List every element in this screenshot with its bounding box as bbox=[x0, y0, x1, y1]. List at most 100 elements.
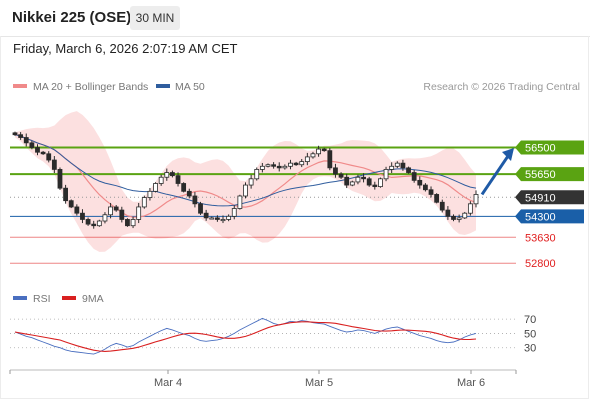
candle-body bbox=[282, 165, 288, 169]
rsi-legend-label: RSI bbox=[33, 293, 51, 305]
candle bbox=[428, 186, 434, 198]
candle-body bbox=[304, 156, 310, 162]
candle bbox=[113, 205, 119, 212]
candle-body bbox=[136, 206, 142, 220]
candle-body bbox=[265, 164, 271, 167]
candle bbox=[243, 182, 248, 199]
candle bbox=[316, 145, 321, 157]
candle-body bbox=[147, 190, 153, 198]
candle-body bbox=[338, 173, 344, 178]
candle-body bbox=[445, 209, 451, 217]
candle-body bbox=[192, 195, 198, 205]
timeframe-button[interactable]: 30 MIN bbox=[130, 6, 180, 30]
candle bbox=[164, 168, 170, 181]
forecast-arrow-shaft bbox=[480, 155, 510, 196]
candle bbox=[254, 167, 260, 181]
candle-body bbox=[46, 153, 52, 161]
candle bbox=[248, 174, 254, 189]
candle bbox=[271, 162, 277, 169]
candle-body bbox=[456, 217, 462, 220]
candle-body bbox=[389, 165, 395, 170]
candle-body bbox=[411, 172, 417, 181]
candle-body bbox=[214, 217, 220, 220]
candle-body bbox=[74, 206, 80, 214]
candle-body bbox=[327, 150, 333, 169]
candle bbox=[12, 131, 18, 136]
candle bbox=[355, 174, 361, 185]
candle-body bbox=[394, 162, 400, 167]
level-label-52800: 52800 bbox=[525, 258, 556, 270]
ma-bb-legend-swatch bbox=[13, 84, 27, 88]
ma50-line bbox=[14, 134, 477, 207]
ma20-line bbox=[14, 134, 477, 218]
candle bbox=[265, 163, 271, 168]
x-axis: Mar 4 Mar 5 Mar 6 bbox=[9, 370, 517, 389]
candle bbox=[383, 166, 389, 182]
candle bbox=[23, 133, 29, 147]
candle bbox=[338, 172, 344, 179]
candle-body bbox=[299, 161, 305, 166]
rsi-ma-legend-swatch bbox=[62, 296, 76, 300]
candle bbox=[473, 190, 479, 208]
level-labels-layer: 56500 55650 54910 54300 53630 52800 bbox=[515, 140, 584, 270]
candle-body bbox=[63, 187, 68, 202]
candle bbox=[467, 201, 473, 216]
candle-body bbox=[141, 197, 147, 208]
ma50-legend-label: MA 50 bbox=[175, 81, 205, 93]
candle bbox=[451, 214, 456, 222]
candle bbox=[406, 166, 411, 174]
candle bbox=[349, 180, 355, 187]
candle bbox=[310, 151, 316, 159]
candle-body bbox=[226, 215, 232, 220]
candle-body bbox=[153, 183, 158, 192]
candle bbox=[91, 220, 97, 229]
candle-body bbox=[361, 176, 366, 180]
candle bbox=[372, 181, 378, 190]
candle-body bbox=[423, 184, 428, 191]
candle-body bbox=[181, 183, 187, 192]
candle-body bbox=[349, 181, 355, 186]
rsi-ma-line bbox=[14, 321, 477, 352]
candle-body bbox=[85, 219, 91, 225]
candle-body bbox=[108, 206, 113, 216]
rsi-line bbox=[14, 317, 477, 355]
candle bbox=[462, 211, 468, 220]
candle bbox=[327, 148, 333, 171]
rsi-tick-label: 70 bbox=[524, 314, 536, 326]
candle-body bbox=[125, 219, 130, 227]
candle-body bbox=[372, 184, 378, 188]
candles-layer bbox=[12, 131, 479, 229]
rsi-legend-swatch bbox=[13, 296, 27, 300]
candle bbox=[209, 216, 215, 220]
x-tick-label: Mar 4 bbox=[154, 377, 182, 389]
candle-body bbox=[23, 137, 29, 144]
candle-body bbox=[51, 159, 57, 170]
candle bbox=[51, 156, 57, 174]
candle bbox=[186, 188, 192, 199]
levels-layer bbox=[10, 146, 516, 264]
candle bbox=[394, 161, 400, 169]
candle bbox=[158, 174, 164, 186]
candle-body bbox=[254, 169, 260, 180]
candle bbox=[445, 206, 451, 220]
candle-body bbox=[451, 215, 456, 220]
candle-body bbox=[259, 165, 265, 170]
candle bbox=[18, 132, 24, 140]
candle bbox=[108, 202, 113, 219]
bollinger-band bbox=[15, 111, 476, 252]
level-label-56500: 56500 bbox=[525, 143, 556, 155]
candle bbox=[125, 218, 130, 227]
candle-body bbox=[462, 212, 468, 219]
rsi-tick-label: 50 bbox=[524, 328, 536, 340]
candle bbox=[192, 191, 198, 208]
candle bbox=[153, 182, 158, 193]
candle bbox=[299, 158, 305, 168]
level-label-54300: 54300 bbox=[525, 211, 556, 223]
candle-body bbox=[130, 219, 136, 227]
credit-label: Research © 2026 Trading Central bbox=[423, 81, 580, 93]
candle-body bbox=[18, 134, 24, 138]
candle bbox=[46, 151, 52, 163]
candle-body bbox=[35, 147, 40, 153]
candle bbox=[417, 176, 423, 189]
